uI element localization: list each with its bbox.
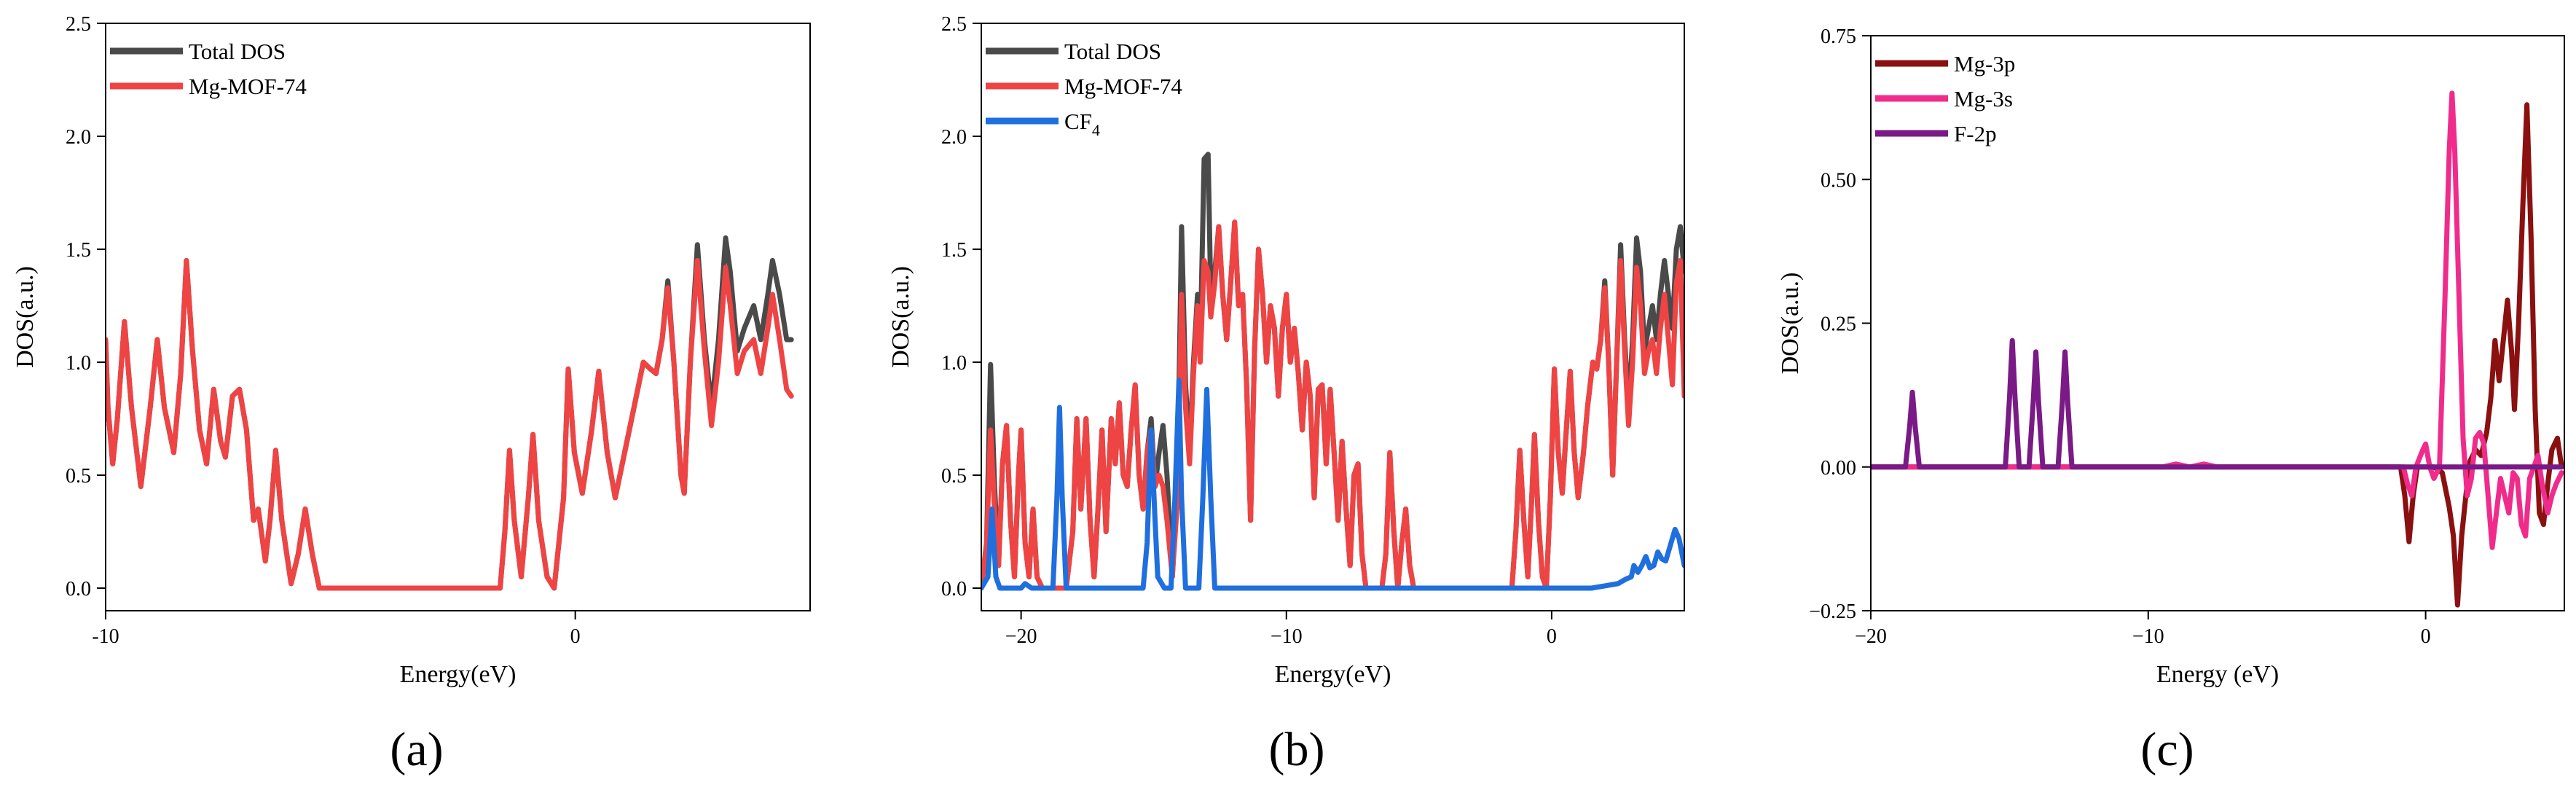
x-tick-label: −20 — [1005, 625, 1037, 648]
x-tick-label: −10 — [2132, 625, 2164, 648]
legend-label: F-2p — [1954, 121, 1997, 146]
x-tick-label: 0 — [2421, 625, 2431, 648]
y-tick-label: −0.25 — [1809, 601, 1856, 623]
series-line-cf4 — [981, 378, 1684, 591]
y-axis-title: DOS(a.u.) — [887, 266, 914, 368]
plot-frame — [981, 23, 1685, 611]
legend: Total DOS Mg-MOF-74 — [110, 39, 307, 99]
legend-label: CF4 — [1064, 109, 1100, 139]
y-tick-label: 2.0 — [941, 126, 967, 149]
y-axis-title: DOS(a.u.) — [1777, 273, 1804, 375]
series-line-total-dos — [981, 152, 1684, 591]
legend-label: Mg-3p — [1954, 51, 2015, 77]
x-tick-label: 0 — [1547, 625, 1557, 648]
x-tick-label: −20 — [1855, 625, 1887, 648]
y-tick-label: 2.5 — [941, 13, 967, 36]
y-tick-label: 0.0 — [66, 578, 91, 601]
x-axis-title: Energy (eV) — [2156, 661, 2279, 688]
legend-label: Total DOS — [189, 39, 286, 64]
y-tick-label: 1.0 — [66, 352, 91, 375]
panel-label: (b) — [1269, 723, 1325, 776]
legend: Mg-3p Mg-3s F-2p — [1875, 51, 2015, 146]
legend-label: Mg-MOF-74 — [1064, 74, 1182, 99]
x-tick-label: -10 — [92, 625, 119, 648]
chart-panel-3: −0.25 0.00 0.25 0.50 0.75 −20 −10 0 Energy (eV) D… — [1777, 26, 2565, 776]
y-tick-label: 0.75 — [1821, 26, 1856, 48]
x-axis-title: Energy(eV) — [1275, 661, 1391, 688]
legend-label: Total DOS — [1064, 39, 1161, 64]
y-tick-label: 0.00 — [1821, 457, 1856, 480]
legend: Total DOS Mg-MOF-74 CF4 — [986, 39, 1182, 139]
y-tick-label: 2.0 — [66, 126, 91, 149]
legend-label: Mg-3s — [1954, 86, 2013, 112]
series-line-f-2p — [1871, 337, 2564, 470]
y-tick-label: 1.0 — [941, 352, 967, 375]
plot-frame — [105, 23, 811, 611]
panel-label: (c) — [2140, 723, 2194, 776]
y-tick-label: 0.50 — [1821, 169, 1856, 192]
y-tick-label: 0.0 — [941, 578, 967, 601]
series-line-mg-3s — [1871, 90, 2564, 550]
x-tick-label: −10 — [1271, 625, 1303, 648]
legend-label: Mg-MOF-74 — [189, 74, 307, 99]
panel-label: (a) — [390, 723, 443, 776]
x-axis-title: Energy(eV) — [400, 661, 517, 688]
y-tick-label: 0.25 — [1821, 313, 1856, 336]
chart-panel-2: 0.0 0.5 1.0 1.5 2.0 2.5 −20 −10 0 Energy(eV) DOS(a… — [887, 13, 1685, 776]
chart-panel-1: 0.0 0.5 1.0 1.5 2.0 2.5 -10 0 Energy(eV) DOS(a.u.… — [12, 13, 811, 776]
y-tick-label: 0.5 — [941, 465, 967, 488]
y-tick-label: 2.5 — [66, 13, 91, 36]
y-tick-label: 1.5 — [66, 239, 91, 262]
x-tick-label: 0 — [570, 625, 581, 648]
y-axis-title: DOS(a.u.) — [12, 266, 39, 368]
series-line-mg-mof-74 — [981, 219, 1684, 591]
y-tick-label: 1.5 — [941, 239, 967, 262]
y-tick-label: 0.5 — [66, 465, 91, 488]
series-line-mg-mof-74 — [106, 258, 794, 591]
